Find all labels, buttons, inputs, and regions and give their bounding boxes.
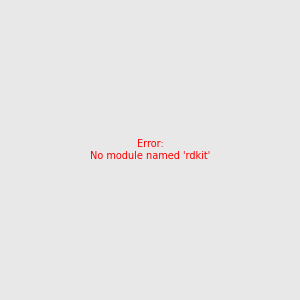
Text: Error:
No module named 'rdkit': Error: No module named 'rdkit' bbox=[90, 139, 210, 161]
